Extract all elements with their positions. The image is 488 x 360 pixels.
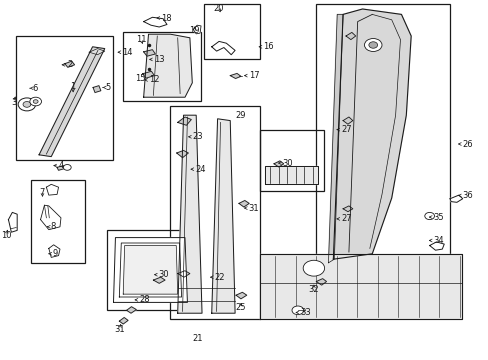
Polygon shape — [143, 17, 167, 27]
Bar — [107, 230, 194, 310]
Text: 5: 5 — [105, 83, 111, 92]
Polygon shape — [113, 238, 187, 302]
Polygon shape — [57, 166, 65, 170]
Circle shape — [33, 100, 38, 103]
Text: 9: 9 — [52, 249, 58, 258]
Polygon shape — [176, 150, 188, 158]
Polygon shape — [41, 205, 61, 230]
Polygon shape — [89, 49, 104, 55]
Text: 3: 3 — [11, 98, 17, 107]
Polygon shape — [236, 292, 246, 299]
Polygon shape — [153, 277, 165, 283]
Polygon shape — [230, 73, 241, 78]
Text: 17: 17 — [248, 71, 259, 80]
Text: 11: 11 — [136, 35, 146, 44]
Circle shape — [30, 97, 41, 106]
Text: 31: 31 — [114, 325, 124, 333]
Text: 28: 28 — [139, 295, 150, 305]
Text: 27: 27 — [341, 125, 351, 134]
Bar — [204, 4, 260, 59]
Text: 33: 33 — [300, 308, 310, 317]
Polygon shape — [346, 32, 355, 40]
Text: 32: 32 — [308, 285, 319, 294]
Text: 4: 4 — [59, 161, 64, 170]
Polygon shape — [119, 243, 181, 297]
Text: 25: 25 — [235, 303, 245, 312]
Circle shape — [424, 212, 434, 220]
Polygon shape — [143, 34, 192, 97]
Bar — [16, 36, 113, 160]
Text: 16: 16 — [263, 42, 273, 51]
Text: 13: 13 — [154, 55, 164, 64]
Text: 19: 19 — [189, 26, 200, 35]
Text: 14: 14 — [122, 48, 132, 57]
Text: 12: 12 — [149, 76, 159, 85]
Polygon shape — [264, 166, 317, 184]
Polygon shape — [429, 242, 443, 250]
Circle shape — [364, 39, 381, 51]
Polygon shape — [123, 246, 177, 294]
Polygon shape — [328, 14, 343, 263]
Text: 2: 2 — [67, 60, 72, 69]
Polygon shape — [239, 201, 249, 207]
Polygon shape — [93, 86, 101, 93]
Polygon shape — [449, 195, 462, 202]
Bar — [123, 32, 201, 101]
Text: 23: 23 — [192, 132, 203, 141]
Polygon shape — [333, 9, 410, 259]
Polygon shape — [143, 50, 155, 56]
Polygon shape — [39, 47, 104, 157]
Polygon shape — [273, 161, 283, 167]
Polygon shape — [316, 279, 326, 285]
Circle shape — [23, 102, 31, 107]
Polygon shape — [46, 184, 59, 195]
Bar — [316, 4, 449, 265]
Circle shape — [291, 306, 303, 315]
Polygon shape — [49, 245, 60, 257]
Polygon shape — [343, 206, 352, 212]
Text: 8: 8 — [51, 222, 56, 231]
Circle shape — [303, 260, 324, 276]
Text: 30: 30 — [159, 270, 169, 279]
Polygon shape — [177, 115, 202, 313]
Polygon shape — [177, 271, 189, 277]
Text: 26: 26 — [462, 140, 472, 149]
Bar — [170, 106, 260, 319]
Polygon shape — [193, 25, 201, 34]
Circle shape — [63, 165, 71, 170]
Text: 35: 35 — [433, 212, 443, 222]
Polygon shape — [211, 41, 235, 55]
Polygon shape — [343, 117, 352, 124]
Text: 22: 22 — [214, 273, 224, 282]
Circle shape — [368, 42, 377, 48]
Polygon shape — [211, 119, 235, 313]
Polygon shape — [65, 61, 75, 67]
Text: 1: 1 — [70, 82, 76, 91]
Text: 24: 24 — [195, 165, 205, 174]
Text: 31: 31 — [248, 204, 259, 212]
Text: 30: 30 — [282, 158, 293, 168]
Text: 29: 29 — [235, 112, 245, 121]
Text: 27: 27 — [341, 215, 351, 223]
Text: 34: 34 — [433, 236, 443, 245]
Polygon shape — [177, 117, 191, 125]
Polygon shape — [119, 318, 128, 324]
Text: 18: 18 — [161, 14, 171, 23]
Text: 20: 20 — [213, 4, 224, 13]
Polygon shape — [142, 71, 154, 78]
Polygon shape — [126, 307, 136, 313]
Polygon shape — [8, 212, 17, 232]
Text: 21: 21 — [191, 334, 202, 343]
Text: 7: 7 — [40, 188, 45, 197]
Polygon shape — [260, 254, 461, 319]
Text: 6: 6 — [33, 84, 38, 93]
Circle shape — [18, 98, 36, 111]
Text: 36: 36 — [462, 191, 472, 200]
Text: 10: 10 — [1, 231, 11, 240]
Bar — [260, 130, 323, 191]
Text: 15: 15 — [135, 74, 145, 83]
Bar — [31, 180, 85, 263]
